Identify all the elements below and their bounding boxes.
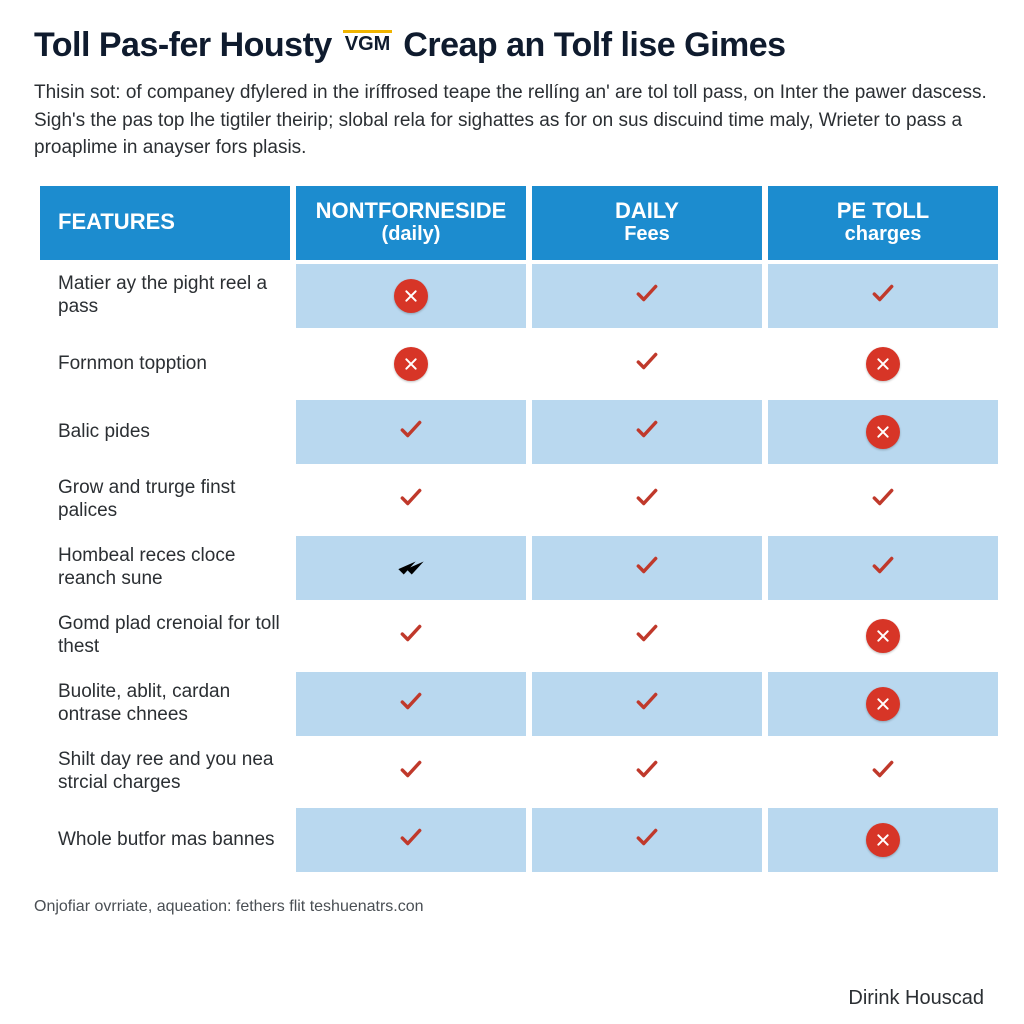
col-header-features: Features	[40, 186, 290, 260]
check-icon	[634, 484, 660, 516]
check-icon	[398, 620, 424, 652]
col-header-plan-a: Nontforneside (daily)	[296, 186, 526, 260]
col-header-label: Nontforneside	[316, 198, 507, 223]
table-row: Whole butfor mas bannes	[40, 808, 998, 872]
check-icon	[634, 552, 660, 584]
page-title: Toll Pas-fer Housty VGM Creap an Tolf li…	[34, 26, 990, 65]
col-header-label: Features	[58, 209, 175, 234]
plan-cell	[296, 808, 526, 872]
plan-cell	[296, 332, 526, 396]
comparison-table: Features Nontforneside (daily) Daily Fee…	[34, 182, 1004, 876]
col-header-sub: (daily)	[304, 223, 518, 246]
plan-cell	[532, 264, 762, 328]
check-icon	[870, 756, 896, 788]
plan-cell	[768, 264, 998, 328]
x-icon	[866, 415, 900, 449]
feature-cell: Shilt day ree and you nea strcial charge…	[40, 740, 290, 804]
plan-cell	[532, 604, 762, 668]
feature-cell: Hombeal reces cloce reanch sune	[40, 536, 290, 600]
plan-cell	[532, 536, 762, 600]
plan-cell	[296, 672, 526, 736]
feature-cell: Balic pides	[40, 400, 290, 464]
feature-cell: Grow and trurge finst palices	[40, 468, 290, 532]
intro-paragraph: Thisin sot: of companey dfylered in the …	[34, 79, 990, 162]
x-icon	[394, 279, 428, 313]
table-row: Hombeal reces cloce reanch sune	[40, 536, 998, 600]
table-row: Gomd plad crenoial for toll thest	[40, 604, 998, 668]
plan-cell	[296, 400, 526, 464]
x-icon	[394, 347, 428, 381]
plan-cell	[532, 808, 762, 872]
plan-cell	[296, 604, 526, 668]
check-icon	[398, 416, 424, 448]
plan-cell	[296, 468, 526, 532]
plan-cell	[532, 332, 762, 396]
plan-cell	[296, 536, 526, 600]
check-icon	[398, 688, 424, 720]
plan-cell	[768, 468, 998, 532]
plan-cell	[532, 740, 762, 804]
col-header-plan-c: Pe toll charges	[768, 186, 998, 260]
plan-cell	[768, 400, 998, 464]
check-icon	[634, 756, 660, 788]
plan-cell	[296, 740, 526, 804]
check-icon	[870, 484, 896, 516]
title-seg-3: an Tolf lise Gimes	[506, 26, 785, 64]
brand-credit: Dirink Houscad	[848, 987, 984, 1010]
plan-cell	[532, 672, 762, 736]
col-header-sub: Fees	[540, 223, 754, 246]
table-row: Matier ay the pight reel a pass	[40, 264, 998, 328]
check-icon	[398, 484, 424, 516]
title-seg-2: Creap	[403, 26, 497, 64]
plan-cell	[768, 536, 998, 600]
col-header-label: Pe toll	[837, 198, 930, 223]
check-icon	[634, 348, 660, 380]
plan-cell	[768, 672, 998, 736]
double-check-icon	[394, 555, 428, 581]
table-row: Fornmon topption	[40, 332, 998, 396]
x-icon	[866, 347, 900, 381]
x-icon	[866, 823, 900, 857]
footnote-text: Onjofiar ovrriate, aqueation: fethers fl…	[34, 898, 990, 916]
col-header-plan-b: Daily Fees	[532, 186, 762, 260]
x-icon	[866, 687, 900, 721]
feature-cell: Fornmon topption	[40, 332, 290, 396]
plan-cell	[532, 400, 762, 464]
table-row: Grow and trurge finst palices	[40, 468, 998, 532]
plan-cell	[532, 468, 762, 532]
table-body: Matier ay the pight reel a passFornmon t…	[40, 264, 998, 872]
plan-cell	[768, 808, 998, 872]
plan-cell	[768, 740, 998, 804]
table-row: Balic pides	[40, 400, 998, 464]
table-row: Shilt day ree and you nea strcial charge…	[40, 740, 998, 804]
check-icon	[634, 824, 660, 856]
x-icon	[866, 619, 900, 653]
check-icon	[634, 280, 660, 312]
table-header-row: Features Nontforneside (daily) Daily Fee…	[40, 186, 998, 260]
plan-cell	[296, 264, 526, 328]
feature-cell: Whole butfor mas bannes	[40, 808, 290, 872]
feature-cell: Gomd plad crenoial for toll thest	[40, 604, 290, 668]
plan-cell	[768, 604, 998, 668]
title-badge: VGM	[343, 30, 393, 56]
col-header-label: Daily	[615, 198, 679, 223]
check-icon	[398, 756, 424, 788]
feature-cell: Buolite, ablit, cardan ontrase chnees	[40, 672, 290, 736]
check-icon	[634, 620, 660, 652]
check-icon	[634, 688, 660, 720]
check-icon	[634, 416, 660, 448]
feature-cell: Matier ay the pight reel a pass	[40, 264, 290, 328]
check-icon	[870, 552, 896, 584]
title-seg-1: Toll Pas-fer Housty	[34, 26, 332, 64]
check-icon	[398, 824, 424, 856]
plan-cell	[768, 332, 998, 396]
table-row: Buolite, ablit, cardan ontrase chnees	[40, 672, 998, 736]
check-icon	[870, 280, 896, 312]
col-header-sub: charges	[776, 223, 990, 246]
